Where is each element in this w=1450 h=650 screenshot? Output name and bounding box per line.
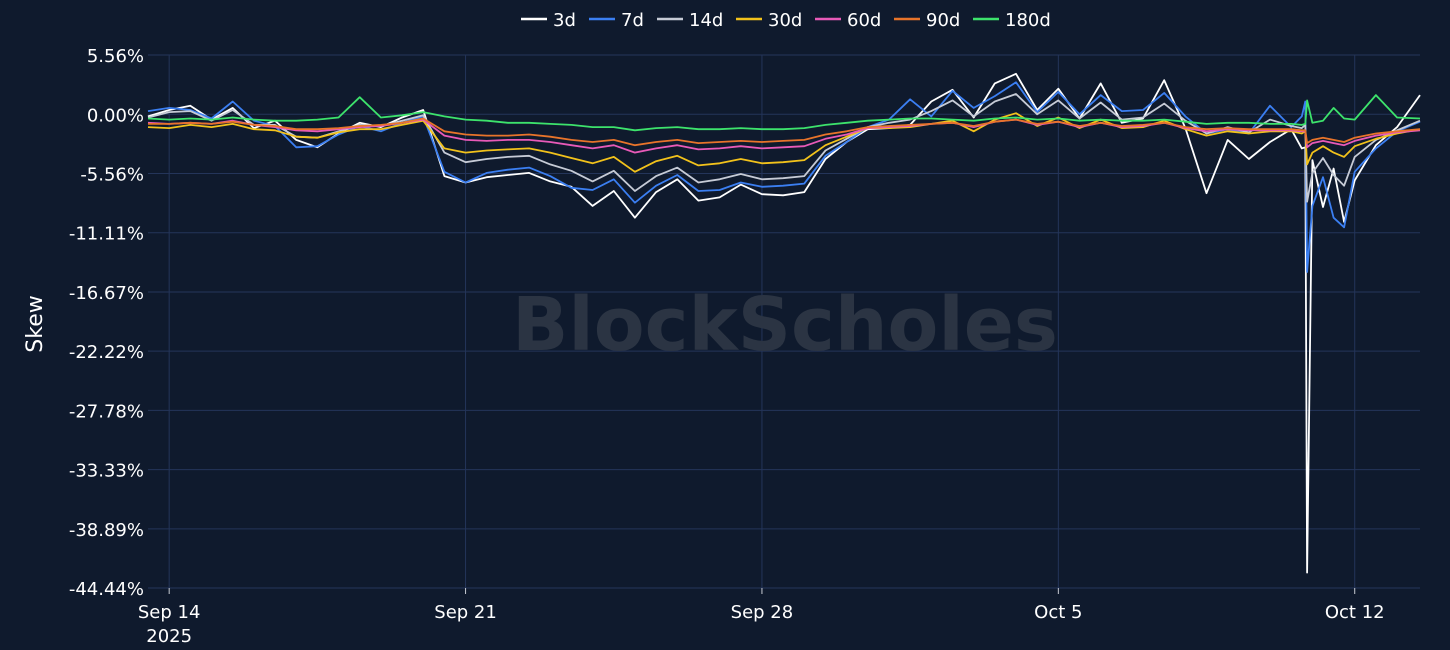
y-tick-label: -33.33% (69, 461, 144, 482)
x-tick-sublabel: 2025 (146, 626, 192, 647)
y-tick-label: 5.56% (87, 46, 144, 67)
y-axis-ticks: 5.56% 0.00% -5.56% -11.11% -16.67% -22.22% -27… (69, 46, 144, 600)
legend-label-3d: 3d (553, 10, 576, 31)
x-tick-label: Oct 12 (1325, 602, 1385, 623)
x-tick-label: Sep 21 (434, 602, 497, 623)
legend-label-60d: 60d (847, 10, 881, 31)
chart-grid (148, 54, 1420, 594)
y-tick-label: -16.67% (69, 283, 144, 304)
y-tick-label: -22.22% (69, 342, 144, 363)
y-tick-label: -38.89% (69, 520, 144, 541)
series-line-30d (147, 112, 1421, 173)
x-tick-label: Oct 5 (1034, 602, 1082, 623)
legend-label-90d: 90d (926, 10, 960, 31)
x-axis-ticks: Sep 14 2025 Sep 21 Sep 28 Oct 5 Oct 12 (138, 602, 1385, 647)
chart-series (147, 72, 1421, 574)
y-axis-title: Skew (23, 295, 48, 352)
y-tick-label: -44.44% (69, 579, 144, 600)
legend-label-7d: 7d (621, 10, 644, 31)
legend: 3d 7d 14d 30d 60d 90d 180d (521, 10, 1051, 31)
watermark: BlockScholes (512, 282, 1058, 368)
series-line-7d (147, 81, 1421, 273)
x-tick-label: Sep 28 (731, 602, 794, 623)
y-tick-label: -5.56% (80, 165, 144, 186)
legend-label-30d: 30d (768, 10, 802, 31)
y-tick-label: -27.78% (69, 401, 144, 422)
y-tick-label: 0.00% (87, 105, 144, 126)
y-tick-label: -11.11% (69, 224, 144, 245)
series-line-180d (147, 94, 1421, 132)
series-line-90d (148, 117, 1421, 147)
legend-label-180d: 180d (1005, 10, 1051, 31)
x-tick-label: Sep 14 (138, 602, 201, 623)
series-line-60d (147, 118, 1421, 154)
legend-label-14d: 14d (689, 10, 723, 31)
